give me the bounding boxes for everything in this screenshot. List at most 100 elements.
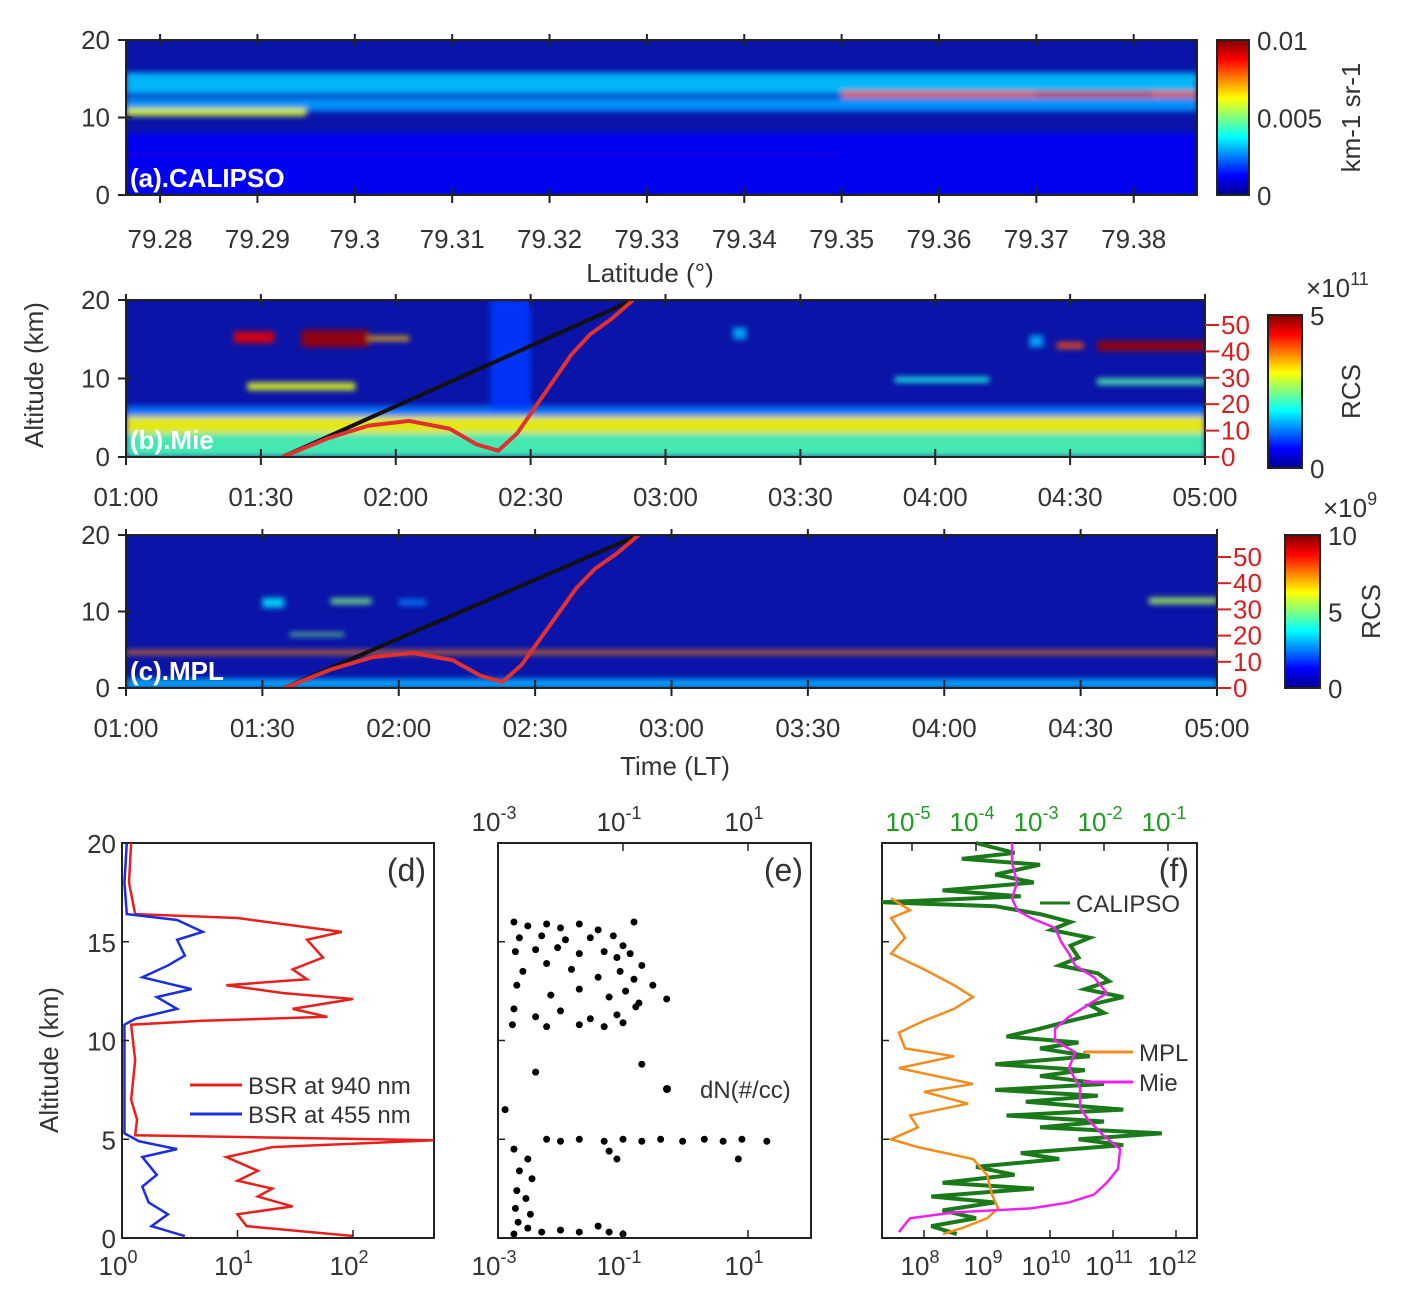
scatter-point bbox=[519, 967, 527, 975]
y-tick-label: 20 bbox=[81, 285, 110, 315]
right-tick-label: 0 bbox=[1233, 673, 1247, 703]
scatter-point bbox=[630, 918, 638, 926]
colorbar bbox=[1216, 39, 1250, 196]
tick-exponent: 1 bbox=[753, 803, 763, 823]
tick-base: 10 bbox=[472, 807, 501, 837]
x-tick-label: 1012 bbox=[1148, 1247, 1197, 1281]
scatter-point bbox=[763, 1137, 771, 1145]
x-tick-label: 100 bbox=[99, 1247, 138, 1281]
scatter-point bbox=[511, 1204, 519, 1212]
right-tick-label: 40 bbox=[1233, 568, 1262, 598]
scatter-point bbox=[513, 981, 521, 989]
tick-exponent: 9 bbox=[992, 1247, 1002, 1267]
scatter-point bbox=[619, 1019, 627, 1027]
heatmap-cells bbox=[126, 300, 1205, 457]
scatter-point bbox=[605, 1147, 613, 1155]
x-tick-label: 79.33 bbox=[614, 224, 679, 254]
heatmap-feature bbox=[247, 382, 356, 391]
panel-title: (c).MPL bbox=[130, 656, 224, 686]
y-tick-label: 0 bbox=[102, 1224, 116, 1254]
scatter-point bbox=[501, 1106, 509, 1114]
y-tick-label: 20 bbox=[81, 520, 110, 550]
legend: dN(#/cc) bbox=[663, 1077, 791, 1104]
colorbar-tick-label: 0 bbox=[1257, 181, 1271, 211]
scatter-point bbox=[638, 961, 646, 969]
red-curve bbox=[283, 535, 641, 688]
scatter-point bbox=[649, 981, 657, 989]
tick-base: 10 bbox=[950, 807, 979, 837]
right-tick-label: 10 bbox=[1233, 647, 1262, 677]
scatter-point bbox=[679, 1137, 687, 1145]
right-tick-label: 50 bbox=[1233, 542, 1262, 572]
scatter-point bbox=[532, 1013, 540, 1021]
right-tick-label: 20 bbox=[1233, 621, 1262, 651]
x-tick-label: 02:30 bbox=[498, 482, 563, 512]
scatter-point bbox=[600, 948, 608, 956]
scatter-point bbox=[511, 948, 519, 956]
scatter-point bbox=[554, 944, 562, 952]
scatter-point bbox=[626, 950, 634, 958]
tick-exponent: -3 bbox=[1042, 803, 1058, 823]
heatmap-feature bbox=[398, 599, 427, 606]
x-tick-label: 03:00 bbox=[633, 482, 698, 512]
legend: CALIPSO MPL Mie bbox=[1040, 891, 1188, 1097]
scatter-point bbox=[524, 922, 532, 930]
y-tick-label: 5 bbox=[102, 1125, 116, 1155]
heatmap-feature bbox=[1148, 597, 1217, 604]
scatter-point bbox=[532, 946, 540, 954]
scatter-point bbox=[657, 1135, 665, 1143]
colorbar bbox=[1267, 314, 1303, 469]
colorbar-tick-label: 0.005 bbox=[1257, 104, 1322, 134]
tick-exponent: -3 bbox=[500, 1247, 516, 1267]
heatmap-feature bbox=[1036, 91, 1154, 96]
colorbar-exponent: ×1011 bbox=[1306, 269, 1369, 303]
tick-exponent: 2 bbox=[358, 1247, 368, 1267]
heatmap-feature bbox=[289, 632, 345, 636]
heatmap-feature bbox=[301, 329, 369, 348]
scatter-point bbox=[605, 993, 613, 1001]
scatter-point bbox=[557, 1137, 564, 1145]
colorbar-exponent: ×109 bbox=[1323, 489, 1377, 523]
tick-base: 10 bbox=[964, 1251, 993, 1281]
scatter-point bbox=[575, 1021, 583, 1029]
right-tick-label: 10 bbox=[1221, 416, 1250, 446]
scatter-point bbox=[522, 1195, 530, 1202]
scatter-point bbox=[600, 1023, 608, 1031]
x-tick-label: 10-1 bbox=[597, 1247, 642, 1281]
heatmap-feature bbox=[841, 91, 1197, 98]
x-tick-label: 03:00 bbox=[639, 713, 704, 743]
x-tick-label: 04:30 bbox=[1038, 482, 1103, 512]
panel-title: (a).CALIPSO bbox=[130, 163, 285, 193]
heatmap-feature bbox=[1056, 342, 1084, 349]
heatmap-feature bbox=[1097, 340, 1205, 352]
legend-label: BSR at 940 nm bbox=[248, 1073, 411, 1100]
tick-base: 10 bbox=[1085, 1251, 1114, 1281]
colorbar-tick-label: 0 bbox=[1328, 674, 1342, 704]
heatmap-feature bbox=[126, 72, 1197, 95]
tick-exponent: 8 bbox=[929, 1247, 939, 1267]
legend-label: dN(#/cc) bbox=[700, 1077, 791, 1104]
right-tick-label: 30 bbox=[1221, 363, 1250, 393]
colorbar-tick-label: 0.01 bbox=[1257, 26, 1308, 56]
colorbar-tick-label: 5 bbox=[1310, 301, 1324, 331]
heatmap-feature bbox=[330, 598, 372, 604]
scatter-point bbox=[575, 950, 583, 958]
shared-altitude-label: Altitude (km) bbox=[19, 302, 49, 448]
panel-title: (b).Mie bbox=[130, 425, 214, 455]
scatter-point bbox=[594, 1222, 602, 1230]
x-tick-label: 79.3 bbox=[329, 224, 380, 254]
y-tick-label: 0 bbox=[96, 180, 110, 210]
panel-title: (e) bbox=[764, 852, 803, 888]
top-x-tick-label: 10-2 bbox=[1078, 803, 1123, 837]
heatmap-feature bbox=[732, 327, 747, 340]
panel-c: 01:00 01:30 02:00 02:30 03:00 03:30 04:00 04:30… bbox=[81, 489, 1386, 743]
tick-exponent: 11 bbox=[1350, 269, 1369, 289]
scatter-point bbox=[528, 1175, 536, 1183]
heatmap-feature bbox=[126, 108, 307, 116]
top-x-tick-label: 10-1 bbox=[597, 803, 642, 837]
y-tick-label: 10 bbox=[87, 1027, 116, 1057]
heatmap-feature bbox=[233, 331, 275, 344]
tick-exponent: -1 bbox=[625, 1247, 641, 1267]
